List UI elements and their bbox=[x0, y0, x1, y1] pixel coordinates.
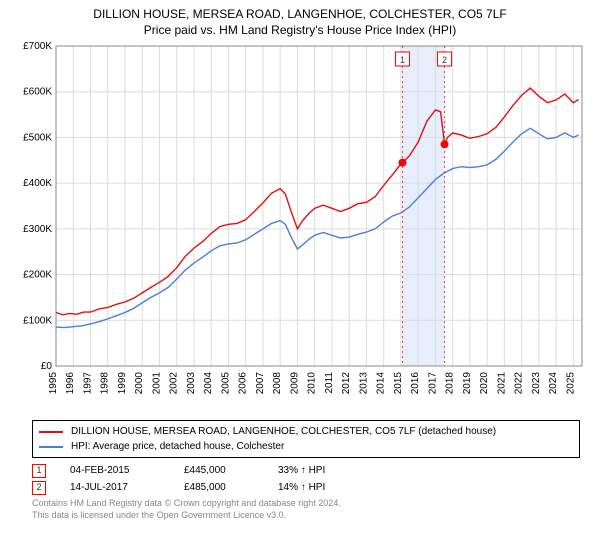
event-badge: 1 bbox=[32, 464, 46, 478]
event-hpi: 14% ↑ HPI bbox=[278, 479, 325, 496]
svg-text:2013: 2013 bbox=[358, 372, 369, 395]
svg-text:£100K: £100K bbox=[23, 316, 52, 327]
legend: DILLION HOUSE, MERSEA ROAD, LANGENHOE, C… bbox=[32, 420, 580, 458]
svg-text:1: 1 bbox=[400, 55, 405, 65]
line-chart-svg: £0 £100K £200K £300K £400K £500K £600K £700K 199… bbox=[12, 38, 588, 416]
svg-text:2008: 2008 bbox=[272, 372, 283, 395]
chart-area: £0 £100K £200K £300K £400K £500K £600K £700K 199… bbox=[12, 38, 588, 416]
svg-text:2012: 2012 bbox=[341, 372, 352, 395]
svg-text:2025: 2025 bbox=[565, 372, 576, 395]
event-row: 2 14-JUL-2017 £485,000 14% ↑ HPI bbox=[32, 479, 580, 496]
svg-text:2006: 2006 bbox=[238, 372, 249, 395]
svg-text:2001: 2001 bbox=[151, 372, 162, 395]
svg-text:£300K: £300K bbox=[23, 224, 52, 235]
svg-text:2005: 2005 bbox=[220, 372, 231, 395]
svg-text:1995: 1995 bbox=[48, 372, 59, 395]
attribution: Contains HM Land Registry data © Crown c… bbox=[32, 498, 580, 521]
svg-text:2016: 2016 bbox=[410, 372, 421, 395]
event-price: £445,000 bbox=[184, 462, 254, 479]
title-line-1: DILLION HOUSE, MERSEA ROAD, LANGENHOE, C… bbox=[12, 6, 588, 22]
svg-text:1998: 1998 bbox=[100, 372, 111, 395]
svg-text:1997: 1997 bbox=[82, 372, 93, 395]
svg-text:2018: 2018 bbox=[445, 372, 456, 395]
svg-text:2010: 2010 bbox=[307, 372, 318, 395]
svg-text:2024: 2024 bbox=[548, 372, 559, 395]
svg-text:£400K: £400K bbox=[23, 179, 52, 190]
svg-text:£600K: £600K bbox=[23, 87, 52, 98]
svg-text:2000: 2000 bbox=[134, 372, 145, 395]
svg-text:2009: 2009 bbox=[289, 372, 300, 395]
svg-text:1996: 1996 bbox=[65, 372, 76, 395]
event-badge: 2 bbox=[32, 481, 46, 495]
events-table: 1 04-FEB-2015 £445,000 33% ↑ HPI 2 14-JUL-201… bbox=[32, 462, 580, 496]
event-date: 04-FEB-2015 bbox=[70, 462, 160, 479]
event-row: 1 04-FEB-2015 £445,000 33% ↑ HPI bbox=[32, 462, 580, 479]
svg-text:2022: 2022 bbox=[514, 372, 525, 395]
event-date: 14-JUL-2017 bbox=[70, 479, 160, 496]
svg-text:2015: 2015 bbox=[393, 372, 404, 395]
svg-text:2023: 2023 bbox=[531, 372, 542, 395]
legend-swatch bbox=[39, 431, 63, 433]
legend-label: DILLION HOUSE, MERSEA ROAD, LANGENHOE, C… bbox=[71, 424, 496, 439]
svg-text:2017: 2017 bbox=[427, 372, 438, 395]
legend-swatch bbox=[39, 446, 63, 448]
svg-text:£0: £0 bbox=[41, 361, 53, 372]
chart-title: DILLION HOUSE, MERSEA ROAD, LANGENHOE, C… bbox=[12, 6, 588, 38]
svg-text:2020: 2020 bbox=[479, 372, 490, 395]
legend-row: DILLION HOUSE, MERSEA ROAD, LANGENHOE, C… bbox=[39, 424, 573, 439]
legend-label: HPI: Average price, detached house, Colc… bbox=[71, 439, 284, 454]
svg-text:2003: 2003 bbox=[186, 372, 197, 395]
svg-text:2021: 2021 bbox=[496, 372, 507, 395]
svg-text:2: 2 bbox=[442, 55, 447, 65]
svg-text:2004: 2004 bbox=[203, 372, 214, 395]
event-price: £485,000 bbox=[184, 479, 254, 496]
svg-text:£700K: £700K bbox=[23, 41, 52, 52]
svg-text:1999: 1999 bbox=[117, 372, 128, 395]
svg-text:2011: 2011 bbox=[324, 372, 335, 394]
svg-text:2019: 2019 bbox=[462, 372, 473, 395]
figure-container: DILLION HOUSE, MERSEA ROAD, LANGENHOE, C… bbox=[0, 0, 600, 560]
attribution-line-2: This data is licensed under the Open Gov… bbox=[32, 510, 580, 522]
svg-text:£200K: £200K bbox=[23, 270, 52, 281]
title-line-2: Price paid vs. HM Land Registry's House … bbox=[12, 22, 588, 38]
svg-text:£500K: £500K bbox=[23, 133, 52, 144]
event-hpi: 33% ↑ HPI bbox=[278, 462, 325, 479]
svg-text:2014: 2014 bbox=[376, 372, 387, 395]
attribution-line-1: Contains HM Land Registry data © Crown c… bbox=[32, 498, 580, 510]
svg-text:2002: 2002 bbox=[169, 372, 180, 395]
svg-text:2007: 2007 bbox=[255, 372, 266, 395]
legend-row: HPI: Average price, detached house, Colc… bbox=[39, 439, 573, 454]
